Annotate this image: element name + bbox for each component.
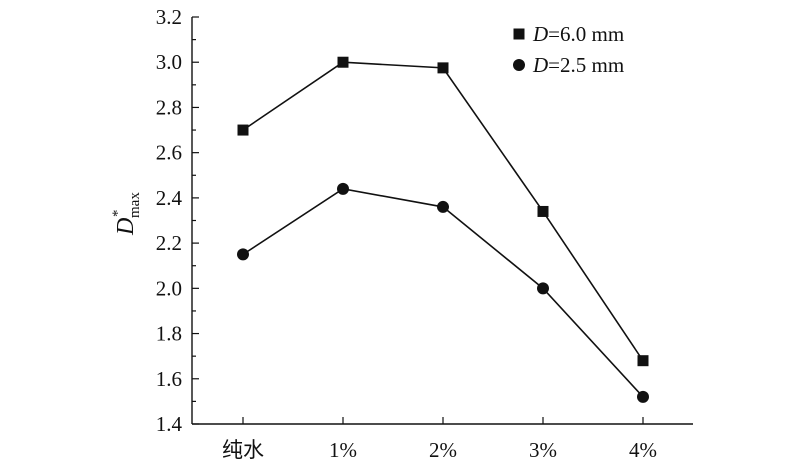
circle-marker — [437, 200, 449, 213]
circle-marker — [237, 248, 249, 261]
y-tick-label: 1.8 — [156, 322, 182, 346]
y-tick-label: 3.2 — [156, 5, 182, 29]
legend-label-italic: D — [532, 22, 548, 46]
axes — [191, 17, 693, 425]
square-marker — [637, 355, 649, 367]
circle-marker — [537, 282, 549, 295]
legend-circle-marker — [513, 59, 525, 71]
y-tick-label: 2.2 — [156, 231, 182, 255]
circle-marker — [637, 390, 649, 403]
legend-label-rest: =2.5 mm — [548, 53, 624, 77]
series-line — [242, 188, 644, 398]
y-tick-label: 2.8 — [156, 95, 182, 119]
x-tick-label: 纯水 — [222, 438, 264, 462]
legend-square-marker — [513, 28, 525, 40]
square-marker — [537, 205, 549, 217]
x-tick-label: 2% — [429, 438, 457, 462]
x-tick-label: 4% — [629, 438, 657, 462]
legend-label: D=6.0 mm — [532, 22, 624, 46]
y-axis-ticks: 1.4 1.6 1.8 2.0 2.2 2.4 2.6 2.8 3.0 3.2 — [156, 5, 199, 436]
x-tick-label: 1% — [329, 438, 357, 462]
y-axis-label-group: D* max — [110, 192, 143, 236]
square-marker — [337, 56, 349, 68]
y-tick-label: 2.6 — [156, 141, 182, 165]
square-marker — [437, 62, 449, 74]
series-1 — [237, 56, 649, 367]
legend-label: D=2.5 mm — [532, 53, 624, 77]
x-axis-ticks: 纯水 1% 2% 3% 4% — [222, 417, 657, 462]
y-axis-label-sub: max — [127, 192, 143, 218]
series-2 — [237, 182, 649, 403]
y-tick-label: 1.6 — [156, 367, 182, 391]
circle-marker — [337, 182, 349, 195]
series-group — [237, 56, 649, 403]
x-tick-label: 3% — [529, 438, 557, 462]
y-tick-label: 3.0 — [156, 50, 182, 74]
y-tick-label: 2.4 — [156, 186, 183, 210]
legend-label-rest: =6.0 mm — [548, 22, 624, 46]
legend-label-italic: D — [532, 53, 548, 77]
legend: D=6.0 mmD=2.5 mm — [513, 22, 624, 77]
square-marker — [237, 124, 249, 136]
y-tick-label: 1.4 — [156, 412, 183, 436]
y-axis-label-main: D — [113, 218, 139, 236]
y-tick-label: 2.0 — [156, 276, 182, 300]
y-axis-label: D* max — [110, 192, 143, 236]
y-axis-label-sup: * — [110, 210, 126, 218]
